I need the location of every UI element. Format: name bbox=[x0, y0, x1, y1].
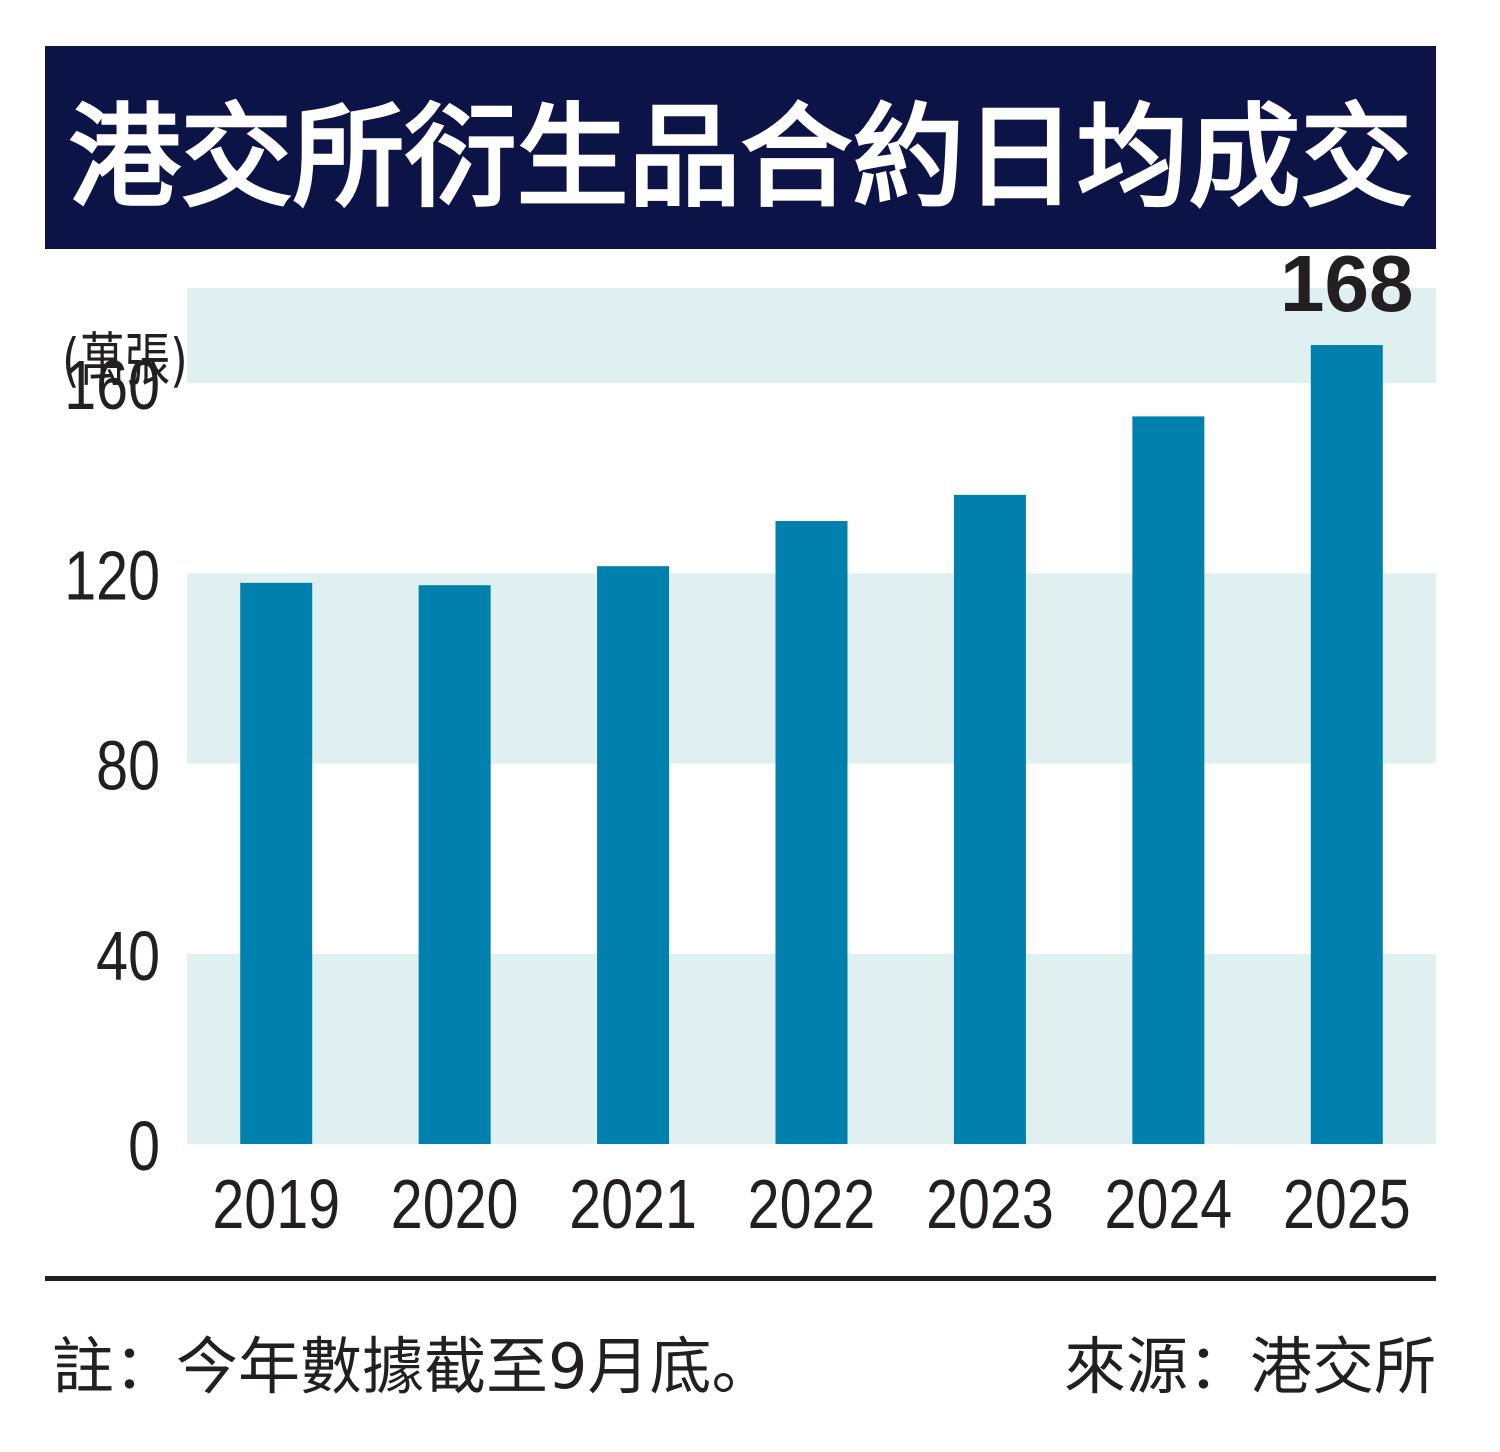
x-tick-label: 2021 bbox=[569, 1165, 697, 1244]
y-tick-label: 120 bbox=[64, 536, 160, 615]
title-banner: 港交所衍生品合約日均成交 bbox=[45, 46, 1436, 249]
footer: 註：今年數據截至9月底。 來源：港交所 bbox=[52, 1316, 1436, 1406]
y-tick-label: 160 bbox=[64, 346, 160, 425]
footer-note: 註：今年數據截至9月底。 bbox=[52, 1330, 774, 1403]
bar-2019 bbox=[240, 582, 313, 1144]
footer-divider bbox=[45, 1276, 1436, 1281]
bar-2025 bbox=[1310, 345, 1383, 1145]
grid-band bbox=[187, 288, 1436, 384]
bar-2024 bbox=[1132, 416, 1205, 1144]
y-tick-label: 40 bbox=[96, 916, 160, 995]
bar-2022 bbox=[775, 521, 848, 1144]
x-tick-label: 2025 bbox=[1283, 1165, 1411, 1244]
data-label-2025: 168 bbox=[1280, 239, 1413, 328]
bar-2023 bbox=[953, 494, 1026, 1144]
x-tick-label: 2022 bbox=[748, 1165, 876, 1244]
x-tick-label: 2020 bbox=[391, 1165, 519, 1244]
x-tick-label: 2024 bbox=[1105, 1165, 1233, 1244]
bar-2021 bbox=[597, 566, 670, 1144]
bar-2020 bbox=[418, 585, 491, 1144]
footer-source: 來源：港交所 bbox=[1063, 1330, 1436, 1403]
x-tick-label: 2019 bbox=[212, 1165, 340, 1244]
chart-title: 港交所衍生品合約日均成交 bbox=[68, 92, 1413, 223]
x-tick-label: 2023 bbox=[926, 1165, 1054, 1244]
y-tick-label: 0 bbox=[128, 1107, 160, 1186]
y-axis-unit-label: (萬張) bbox=[62, 328, 188, 395]
y-tick-label: 80 bbox=[96, 726, 160, 805]
